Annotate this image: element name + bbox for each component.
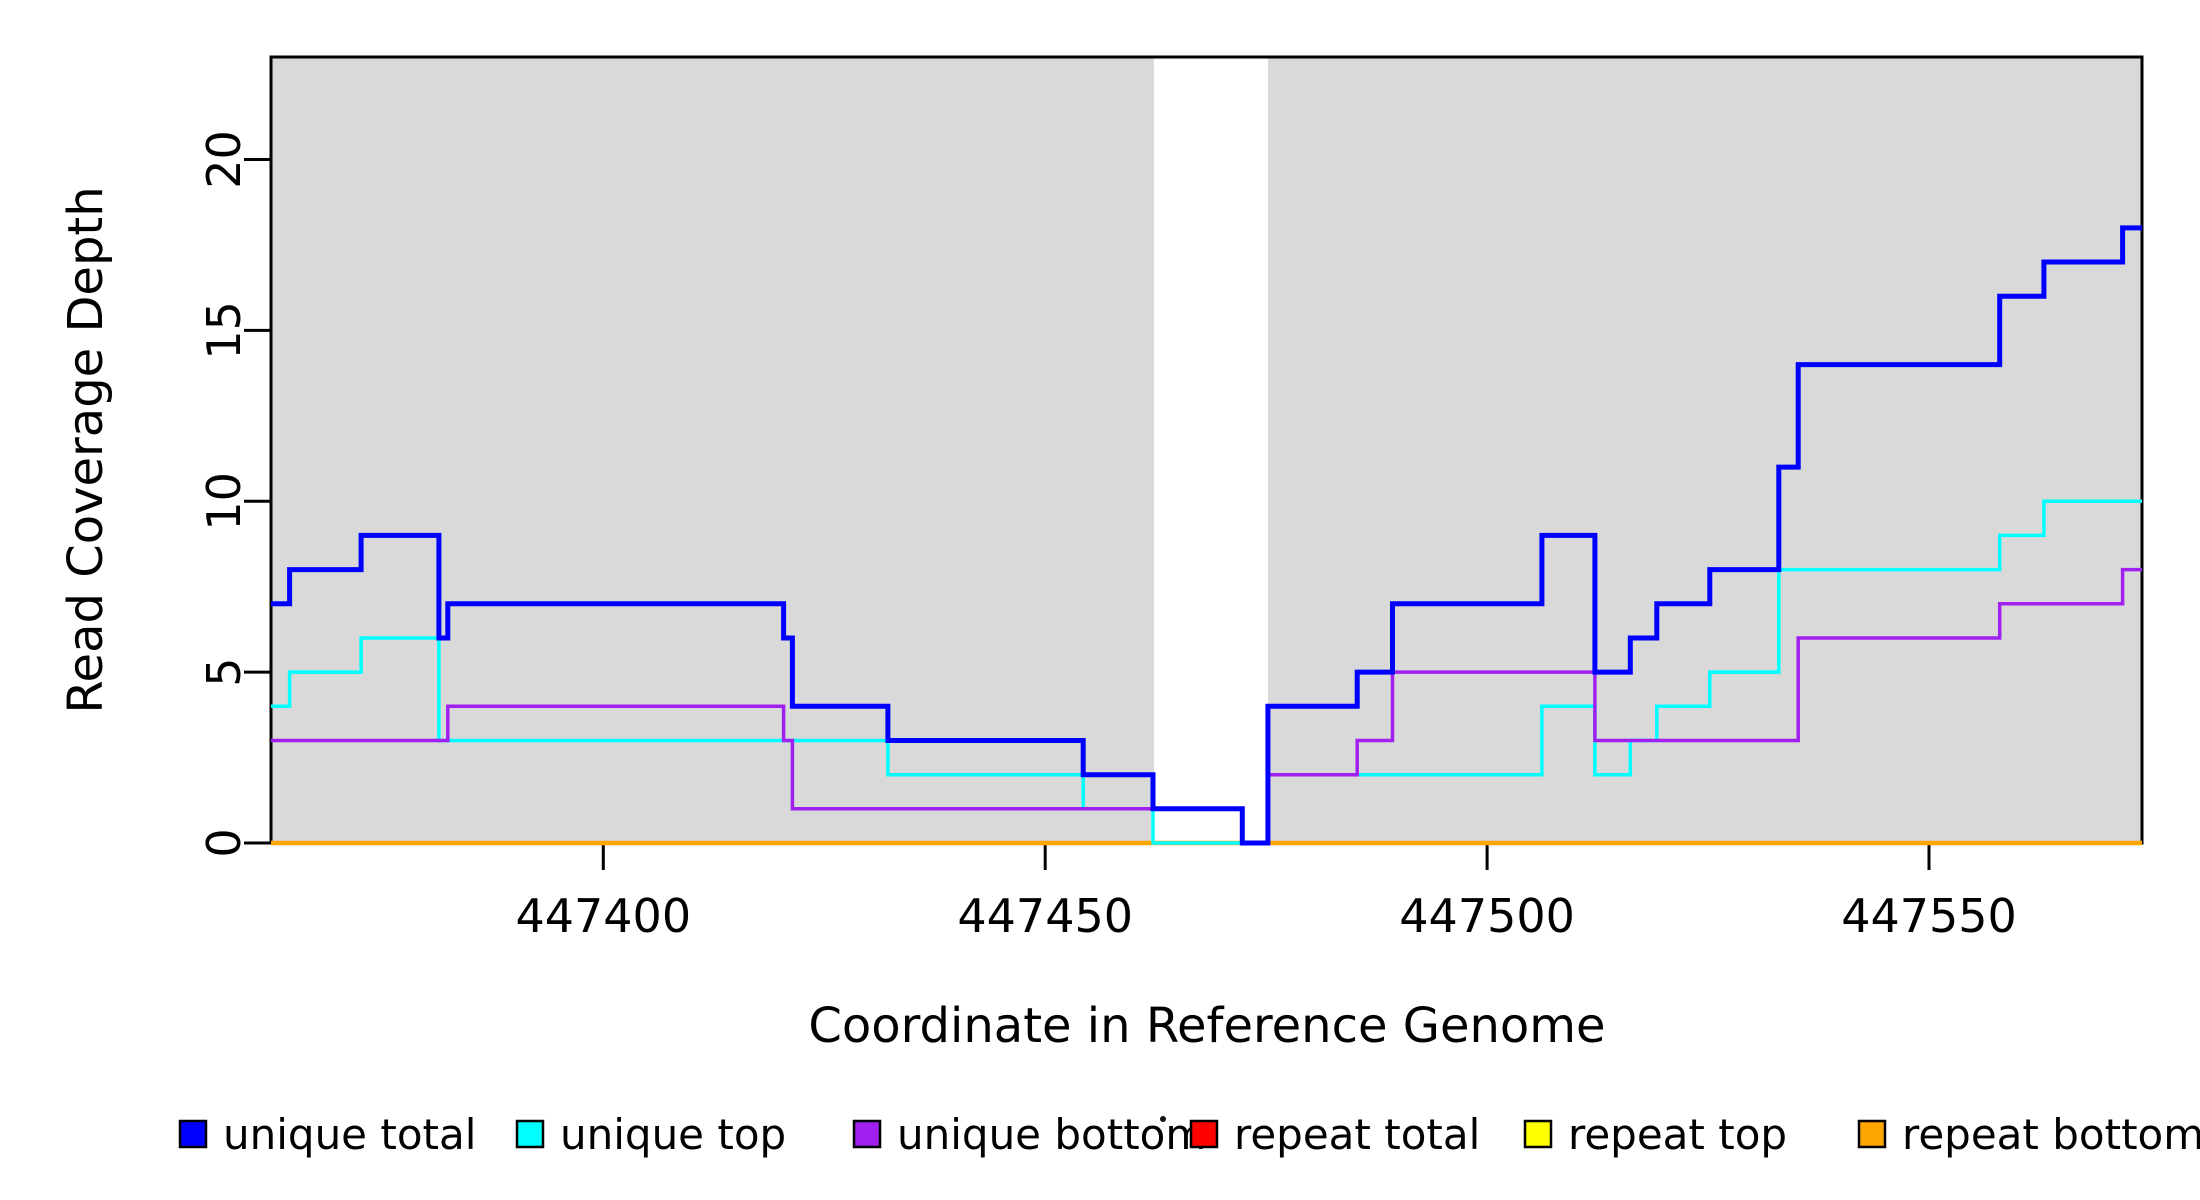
series-line-unique-top bbox=[271, 499, 2142, 845]
y-tick-label-20: 20 bbox=[197, 130, 251, 189]
x-axis-title: Coordinate in Reference Genome bbox=[808, 998, 1605, 1054]
x-tick-label-447550: 447550 bbox=[1841, 889, 2017, 943]
legend-swatch-repeat-top bbox=[1523, 1119, 1553, 1149]
x-tick-label-447400: 447400 bbox=[515, 889, 691, 943]
legend-label-unique-total: unique total bbox=[223, 1110, 476, 1159]
legend-swatch-repeat-bottom bbox=[1857, 1119, 1887, 1149]
legend-swatch-unique-bottom bbox=[852, 1119, 882, 1149]
series-line-unique-total bbox=[271, 225, 2142, 846]
x-tick-label-447450: 447450 bbox=[957, 889, 1133, 943]
y-tick-label-15: 15 bbox=[197, 301, 251, 360]
y-axis-title: Read Coverage Depth bbox=[58, 186, 114, 713]
shaded-region-1 bbox=[271, 57, 1154, 843]
y-tick-label-10: 10 bbox=[197, 472, 251, 531]
series-lines bbox=[271, 225, 2142, 846]
x-axis: 447400 447450 447500 447550 bbox=[515, 843, 2017, 943]
legend-swatch-repeat-total bbox=[1189, 1119, 1219, 1149]
y-axis: 0 5 10 15 20 bbox=[197, 130, 271, 858]
legend-label-repeat-top: repeat top bbox=[1568, 1110, 1787, 1159]
stray-mark-dot bbox=[1160, 1116, 1166, 1122]
x-tick-label-447500: 447500 bbox=[1399, 889, 1575, 943]
legend-label-unique-top: unique top bbox=[560, 1110, 786, 1159]
legend-label-repeat-bottom: repeat bottom bbox=[1902, 1110, 2200, 1159]
legend-label-repeat-total: repeat total bbox=[1234, 1110, 1480, 1159]
y-tick-label-5: 5 bbox=[197, 657, 251, 686]
series-line-unique-bottom bbox=[271, 567, 2142, 845]
shaded-region-2 bbox=[1267, 57, 2142, 843]
legend-swatch-unique-top bbox=[515, 1119, 545, 1149]
legend: unique total unique top unique bottom repea… bbox=[178, 1110, 2200, 1159]
legend-swatch-unique-total bbox=[178, 1119, 208, 1149]
y-tick-label-0: 0 bbox=[197, 828, 251, 857]
shaded-regions bbox=[271, 57, 2142, 843]
legend-label-unique-bottom: unique bottom bbox=[897, 1110, 1206, 1159]
